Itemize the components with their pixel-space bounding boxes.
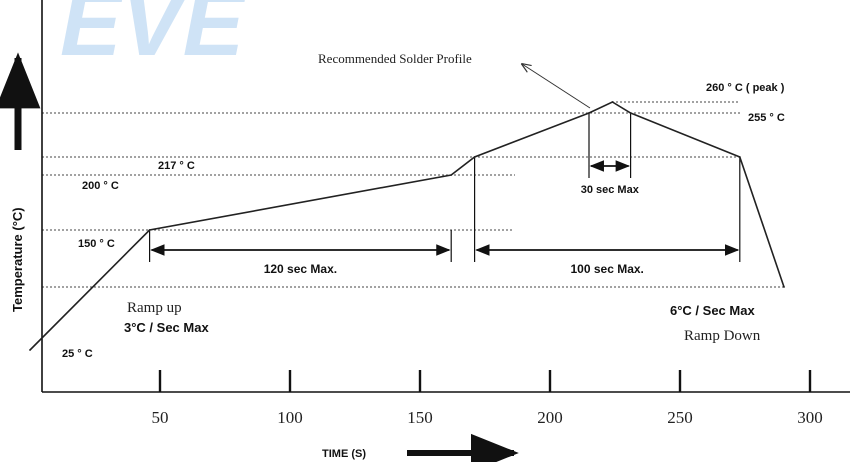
x-tick-label-200: 200 [537, 408, 563, 427]
ref-label-150: 150 ° C [78, 238, 115, 250]
x-axis-label: TIME (S) [322, 448, 366, 460]
profile-point [739, 156, 741, 158]
x-tick-label-50: 50 [152, 408, 169, 427]
profile-label: Recommended Solder Profile [318, 51, 472, 66]
y-axis-label: Temperature (°C) [10, 207, 25, 312]
profile-point [630, 112, 632, 114]
span-label: 100 sec Max. [571, 262, 644, 276]
profile-point [149, 229, 151, 231]
ref-label-200: 200 ° C [82, 180, 119, 192]
x-tick-label-250: 250 [667, 408, 693, 427]
span-label: 120 sec Max. [264, 262, 337, 276]
profile-point [783, 286, 785, 288]
watermark-text: EVE [60, 0, 247, 75]
profile-point [450, 174, 452, 176]
profile-point [612, 101, 614, 103]
x-tick-label-150: 150 [407, 408, 433, 427]
ramp-up-title: Ramp up [127, 300, 182, 316]
ref-label-25: 25 ° C [62, 348, 93, 360]
span-label: 30 sec Max [581, 184, 640, 196]
reference-lines: 25 ° C 150 ° C 200 ° C 217 ° C 255 ° C 260 ° … [42, 82, 785, 360]
ramp-up-rate: 3°C / Sec Max [124, 320, 209, 335]
profile-point [474, 156, 476, 158]
profile-pointer [522, 64, 590, 108]
profile-point [588, 112, 590, 114]
duration-spans: 120 sec Max. 100 sec Max. 30 sec Max [150, 113, 740, 276]
ref-label-217: 217 ° C [158, 160, 195, 172]
ramp-down-rate: 6°C / Sec Max [670, 303, 755, 318]
x-tick-label-300: 300 [797, 408, 823, 427]
x-ticks: 50 100 150 200 250 300 [152, 370, 823, 427]
profile-point [29, 349, 31, 351]
x-tick-label-100: 100 [277, 408, 303, 427]
ramp-down-title: Ramp Down [684, 328, 761, 344]
ref-label-260: 260 ° C ( peak ) [706, 82, 785, 94]
ref-label-255: 255 ° C [748, 112, 785, 124]
